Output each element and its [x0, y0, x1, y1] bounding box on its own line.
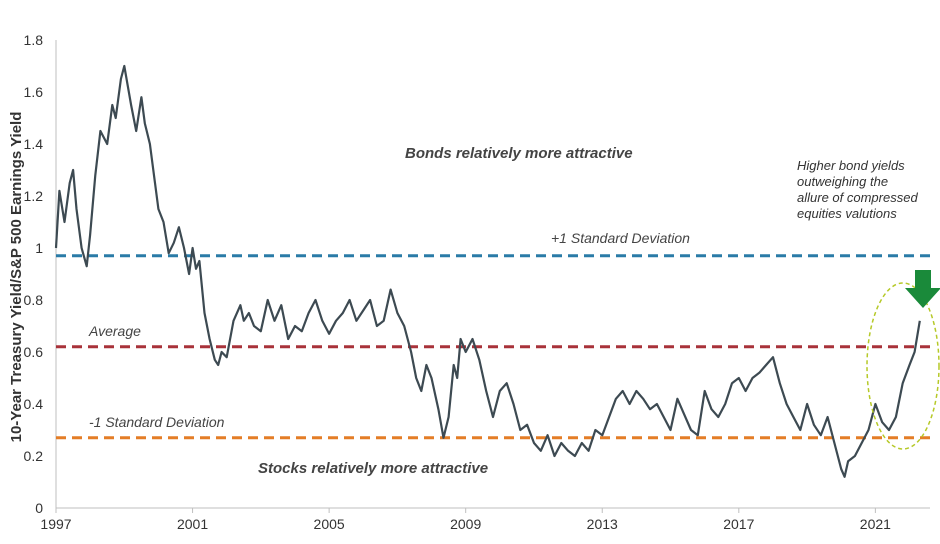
- note-line-1: Higher bond yields: [797, 158, 905, 173]
- x-ticks: 1997 2001 2005 2009 2013 2017 2021: [40, 508, 891, 532]
- reference-lines: [56, 254, 930, 440]
- note-line-2: outweighing the: [797, 174, 888, 189]
- y-tick-label: 0.2: [24, 448, 44, 464]
- x-tick-label: 2001: [177, 516, 208, 532]
- y-tick-label: 0: [35, 500, 43, 516]
- stocks-annotation: Stocks relatively more attractive: [258, 460, 488, 477]
- x-tick-label: 2009: [450, 516, 481, 532]
- y-axis-title: 10-Year Treasury Yield/S&P 500 Earnings …: [8, 112, 25, 443]
- series-line-0: [54, 64, 921, 478]
- y-tick-label: 0.4: [24, 396, 44, 412]
- y-tick-label: 1.6: [24, 84, 44, 100]
- y-tick-label: 1: [35, 240, 43, 256]
- note-line-3: allure of compressed: [797, 190, 918, 205]
- x-tick-label: 2005: [314, 516, 345, 532]
- y-tick-label: 1.4: [24, 136, 44, 152]
- y-tick-label: 1.2: [24, 188, 44, 204]
- plus-one-sd-label: +1 Standard Deviation: [551, 230, 690, 246]
- y-tick-label: 0.8: [24, 292, 44, 308]
- series-layer: [54, 64, 921, 478]
- x-tick-label: 2013: [587, 516, 618, 532]
- y-tick-label: 0.6: [24, 344, 44, 360]
- note-line-4: equities valutions: [797, 206, 897, 221]
- y-tick-label: 1.8: [24, 32, 44, 48]
- highlight-ellipse: [866, 282, 940, 450]
- x-tick-label: 1997: [40, 516, 71, 532]
- bonds-annotation: Bonds relatively more attractive: [405, 145, 633, 162]
- x-tick-label: 2021: [860, 516, 891, 532]
- average-label: Average: [88, 323, 141, 339]
- x-tick-label: 2017: [723, 516, 754, 532]
- minus-one-sd-label: -1 Standard Deviation: [89, 414, 225, 430]
- down-arrow-icon: [905, 270, 940, 308]
- y-ticks: 0 0.2 0.4 0.6 0.8 1 1.2 1.4 1.6 1.8: [24, 32, 44, 516]
